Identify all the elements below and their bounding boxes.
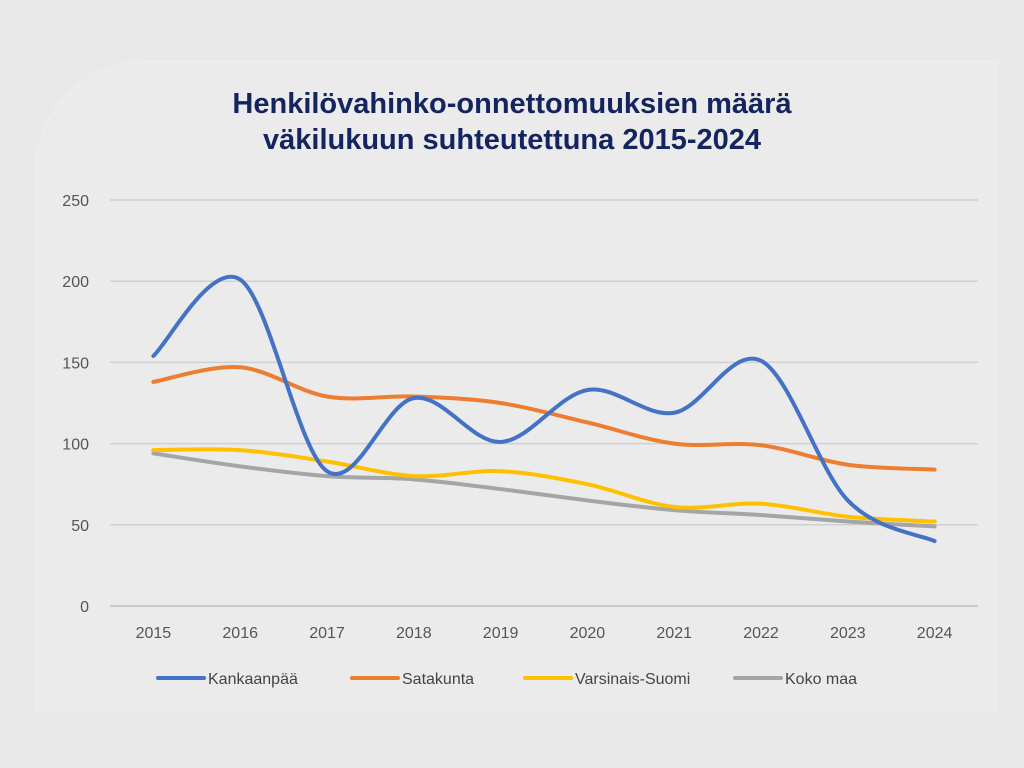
chart-title-line-1: Henkilövahinko-onnettomuuksien määrä [232, 88, 792, 120]
chart-title: Henkilövahinko-onnettomuuksien määrä väk… [0, 86, 1024, 158]
series-line [151, 274, 937, 544]
legend-label: Kankaanpää [208, 671, 298, 688]
x-axis-labels: 2015 2016 2017 2018 2019 2020 2021 2022 2023 2024 [136, 625, 953, 642]
x-tick-label: 2019 [483, 625, 519, 642]
legend: Kankaanpää Satakunta Varsinais-Suomi Koko m… [156, 671, 857, 688]
legend-label: Koko maa [785, 671, 857, 688]
y-axis-labels: 0 50 100 150 200 250 [62, 193, 89, 616]
grid [110, 199, 978, 607]
legend-label: Varsinais-Suomi [575, 671, 690, 688]
y-tick-label: 250 [62, 193, 89, 210]
x-tick-label: 2024 [917, 625, 953, 642]
x-tick-label: 2022 [743, 625, 779, 642]
y-tick-label: 100 [62, 437, 89, 454]
x-tick-label: 2020 [570, 625, 606, 642]
x-tick-label: 2016 [222, 625, 258, 642]
y-tick-label: 0 [80, 599, 89, 616]
y-tick-label: 50 [71, 518, 89, 535]
chart-title-line-2: väkilukuun suhteutettuna 2015-2024 [263, 124, 761, 156]
series-line [151, 451, 937, 529]
x-tick-label: 2017 [309, 625, 345, 642]
y-tick-label: 200 [62, 274, 89, 291]
x-tick-label: 2015 [136, 625, 172, 642]
series-lines [151, 274, 937, 544]
series-line [151, 447, 937, 524]
x-tick-label: 2023 [830, 625, 866, 642]
legend-label: Satakunta [402, 671, 474, 688]
chart-card [36, 62, 996, 710]
x-tick-label: 2021 [656, 625, 692, 642]
x-tick-label: 2018 [396, 625, 432, 642]
y-tick-label: 150 [62, 355, 89, 372]
